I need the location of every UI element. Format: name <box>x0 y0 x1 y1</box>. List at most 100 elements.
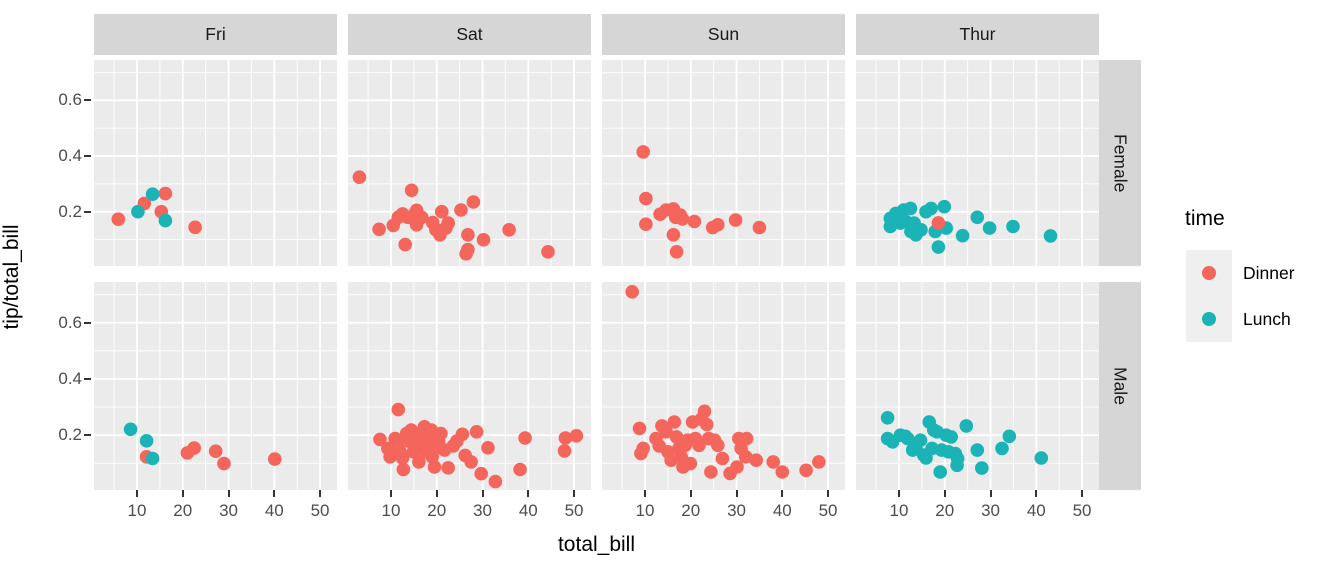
data-point-dinner <box>383 450 397 464</box>
data-point-dinner <box>217 456 231 471</box>
legend-dot-dinner <box>1202 266 1216 280</box>
data-point-dinner <box>469 425 484 439</box>
data-point-dinner <box>639 217 653 231</box>
data-point-dinner <box>398 237 412 252</box>
data-point-dinner <box>188 220 202 235</box>
data-point-dinner <box>187 441 201 455</box>
data-point-lunch <box>900 431 915 446</box>
data-point-lunch <box>139 434 154 448</box>
y-tick-mark <box>84 210 91 213</box>
panel-fri-male <box>94 282 337 490</box>
x-tick-label: 30 <box>473 501 492 520</box>
data-point-dinner <box>667 415 682 429</box>
x-tick-mark <box>227 490 230 497</box>
x-tick-label: 40 <box>1026 501 1046 520</box>
panel-sun-male <box>602 282 845 490</box>
data-point-dinner <box>459 247 473 261</box>
data-point-lunch <box>1034 451 1049 465</box>
data-point-lunch <box>145 451 160 466</box>
x-tick-label: 30 <box>727 501 746 520</box>
data-point-dinner <box>634 446 648 461</box>
x-tick-label: 20 <box>935 501 955 520</box>
data-point-dinner <box>931 216 946 230</box>
legend-dot-lunch <box>1202 312 1216 326</box>
data-point-dinner <box>455 427 470 442</box>
data-point-lunch <box>937 199 952 214</box>
data-point-dinner <box>728 213 743 227</box>
data-point-dinner <box>639 191 653 206</box>
data-point-dinner <box>409 218 424 232</box>
x-tick-label: 20 <box>681 501 701 520</box>
data-point-dinner <box>268 452 282 466</box>
x-tick-mark <box>273 490 276 497</box>
x-tick-mark <box>1035 490 1038 497</box>
data-point-dinner <box>435 204 449 219</box>
x-tick-mark <box>735 490 738 497</box>
y-tick-label: 0.6 <box>58 312 82 332</box>
data-point-dinner <box>711 438 725 453</box>
data-point-dinner <box>738 450 753 464</box>
x-tick-label: 20 <box>427 501 447 520</box>
y-tick-label: 0.6 <box>58 90 82 110</box>
x-axis-title: total_bill <box>557 533 636 556</box>
data-point-dinner <box>697 404 712 419</box>
data-point-dinner <box>474 466 488 481</box>
legend-label-lunch: Lunch <box>1243 309 1291 329</box>
data-point-dinner <box>464 455 478 469</box>
data-point-dinner <box>158 186 173 201</box>
x-tick-mark <box>898 490 901 497</box>
data-point-dinner <box>111 212 126 226</box>
data-point-dinner <box>502 223 516 237</box>
x-tick-mark <box>527 490 530 497</box>
legend-title: time <box>1185 207 1225 230</box>
x-tick-label: 50 <box>818 501 838 520</box>
data-point-lunch <box>924 201 938 216</box>
data-point-dinner <box>441 216 455 230</box>
y-tick-mark <box>84 434 91 437</box>
x-tick-mark <box>319 490 322 497</box>
data-point-dinner <box>466 195 481 209</box>
data-point-dinner <box>434 426 448 441</box>
x-tick-mark <box>781 490 784 497</box>
y-tick-mark <box>84 377 91 380</box>
data-point-dinner <box>666 228 681 242</box>
facet-strip-fri: Fri <box>94 14 337 55</box>
data-point-dinner <box>692 438 706 453</box>
facet-strip-sat: Sat <box>348 14 591 55</box>
data-point-lunch <box>959 419 974 433</box>
data-point-dinner <box>730 460 744 474</box>
y-tick-mark <box>84 155 91 158</box>
data-point-lunch <box>1006 219 1020 234</box>
data-point-lunch <box>145 187 160 201</box>
x-tick-label: 50 <box>310 501 330 520</box>
data-point-dinner <box>675 212 690 226</box>
data-point-dinner <box>557 444 572 458</box>
data-point-lunch <box>1002 429 1017 444</box>
data-point-dinner <box>518 431 532 445</box>
facet-strip-thur: Thur <box>856 14 1099 55</box>
x-tick-mark <box>943 490 946 497</box>
x-tick-label: 40 <box>772 501 792 520</box>
x-tick-label: 50 <box>564 501 584 520</box>
data-point-dinner <box>752 220 767 235</box>
data-point-lunch <box>933 465 947 479</box>
facet-strip-female: Female <box>1099 60 1141 266</box>
data-point-lunch <box>913 433 928 447</box>
data-point-dinner <box>715 451 730 466</box>
data-point-dinner <box>373 432 387 447</box>
data-point-dinner <box>799 463 813 478</box>
x-tick-label: 40 <box>264 501 284 520</box>
data-point-lunch <box>950 458 964 473</box>
x-tick-mark <box>644 490 647 497</box>
x-tick-label: 10 <box>381 501 401 520</box>
x-tick-mark <box>689 490 692 497</box>
data-point-dinner <box>396 462 411 477</box>
facet-strip-label: Female <box>1110 133 1131 193</box>
legend-label-dinner: Dinner <box>1243 263 1295 283</box>
x-tick-label: 30 <box>219 501 238 520</box>
data-point-dinner <box>704 465 718 479</box>
data-point-dinner <box>669 430 684 444</box>
x-tick-mark <box>1081 490 1084 497</box>
y-tick-label: 0.2 <box>58 425 82 445</box>
